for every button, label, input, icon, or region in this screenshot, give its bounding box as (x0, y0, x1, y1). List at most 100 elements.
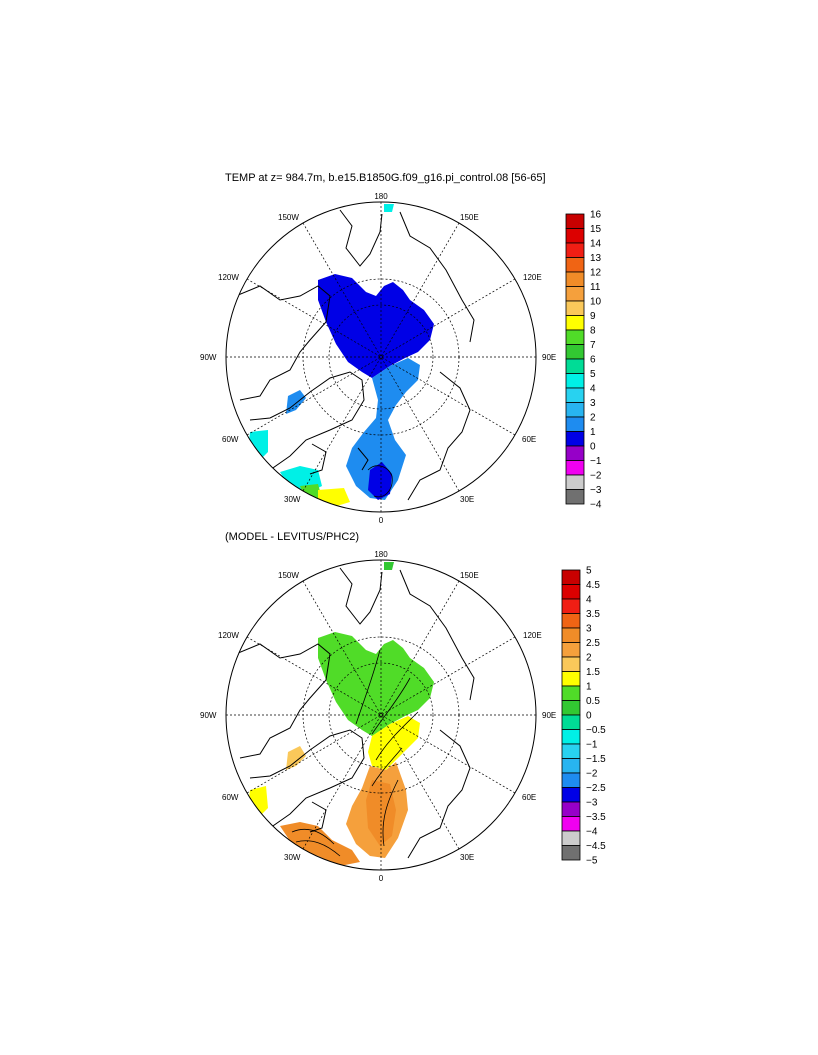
colorbar-swatch (565, 387, 585, 403)
colorbar-tick-label: 3 (590, 398, 596, 409)
colorbar-swatch (565, 373, 585, 389)
colorbar-tick-label: 1 (586, 682, 592, 693)
lon-label-90e: 90E (542, 353, 556, 362)
lon-label-120e: 120E (523, 273, 542, 282)
colorbar-tick-label: 5 (586, 566, 592, 577)
colorbar-tick-label: 7 (590, 340, 596, 351)
diff-field-baffin (286, 746, 306, 770)
lon-label-30e: 30E (460, 853, 474, 862)
colorbar-swatch (561, 816, 581, 832)
lon-label-30w: 30W (284, 853, 301, 862)
colorbar-tick-label: 2 (590, 413, 596, 424)
colorbar-swatch (561, 758, 581, 774)
colorbar-tick-label: 1 (590, 427, 596, 438)
bottom-contours (291, 649, 419, 857)
colorbar-swatch (561, 772, 581, 788)
colorbar-tick-label: 8 (590, 326, 596, 337)
colorbar-swatch (565, 329, 585, 345)
colorbar-tick-label: 6 (590, 355, 596, 366)
colorbar-swatch (565, 358, 585, 374)
colorbar-swatch (561, 584, 581, 600)
lon-label-120w: 120W (218, 273, 239, 282)
lon-label-30w: 30W (284, 495, 301, 504)
lon-label-0: 0 (379, 516, 384, 525)
colorbar-tick-label: −4 (590, 500, 602, 511)
colorbar-tick-label: 1.5 (586, 667, 600, 678)
colorbar-tick-label: 12 (590, 268, 602, 279)
temp-field-arctic-basin (318, 274, 434, 378)
colorbar-swatch (565, 489, 585, 505)
temp-field-baffin (286, 390, 306, 414)
top-graticule (226, 202, 536, 512)
colorbar-swatch (561, 642, 581, 658)
top-contours (367, 465, 393, 498)
colorbar-tick-label: 3 (586, 624, 592, 635)
colorbar-swatch (561, 729, 581, 745)
diff-field-green (318, 632, 434, 736)
colorbar-swatch (565, 402, 585, 418)
colorbar-tick-label: −5 (586, 856, 598, 867)
colorbar-tick-label: −3.5 (586, 812, 606, 823)
colorbar-swatch (561, 845, 581, 861)
colorbar-tick-label: 15 (590, 224, 602, 235)
colorbar-tick-label: 9 (590, 311, 596, 322)
colorbar-tick-label: 2 (586, 653, 592, 664)
colorbar-tick-label: 0.5 (586, 696, 600, 707)
colorbar-swatch (561, 685, 581, 701)
lon-label-180: 180 (374, 550, 388, 559)
lon-label-150e: 150E (460, 213, 479, 222)
colorbar-tick-label: 13 (590, 253, 602, 264)
colorbar-tick-label: −4 (586, 827, 598, 838)
colorbar-swatch (561, 743, 581, 759)
colorbar-swatch (565, 228, 585, 244)
colorbar-swatch (565, 460, 585, 476)
colorbar-swatch (565, 445, 585, 461)
colorbar-tick-label: −3 (586, 798, 598, 809)
bottom-graticule (226, 560, 536, 870)
lon-label-60e: 60E (522, 793, 536, 802)
top-coastlines (226, 209, 475, 501)
lon-label-60w: 60W (222, 435, 239, 444)
colorbar-tick-label: 4 (586, 595, 592, 606)
colorbar-swatch (561, 671, 581, 687)
colorbar-tick-label: 3.5 (586, 609, 600, 620)
colorbar-tick-label: 0 (590, 442, 596, 453)
colorbar-tick-label: −0.5 (586, 725, 606, 736)
bottom-map-border (225, 559, 537, 871)
colorbar-swatch (565, 344, 585, 360)
colorbar-tick-label: 4 (590, 384, 596, 395)
colorbar-swatch (565, 474, 585, 490)
colorbar-tick-label: 2.5 (586, 638, 600, 649)
bottom-polar-map: 180 0 90W 90E 150W 150E 120W 120E 60W 60… (200, 550, 556, 883)
colorbar-swatch (561, 627, 581, 643)
colorbar-tick-label: −3 (590, 485, 602, 496)
colorbar-tick-label: 14 (590, 239, 602, 250)
lon-label-180: 180 (374, 192, 388, 201)
colorbar-swatch (565, 271, 585, 287)
lon-label-0: 0 (379, 874, 384, 883)
temp-field-eurasian-basin (346, 358, 420, 500)
bottom-coastlines (226, 567, 475, 859)
bottom-colorbar: 5 4.5 4 3.5 3 2.5 2 1.5 1 0.5 0 −0.5 −1 −1.5 −2 −2.5 −3 −… (561, 566, 606, 867)
colorbar-swatch (561, 787, 581, 803)
colorbar-swatch (561, 656, 581, 672)
colorbar-tick-label: −1 (586, 740, 598, 751)
lon-label-120e: 120E (523, 631, 542, 640)
colorbar-tick-label: 0 (586, 711, 592, 722)
colorbar-swatch (565, 213, 585, 229)
colorbar-swatch (565, 257, 585, 273)
colorbar-swatch (561, 714, 581, 730)
lon-label-30e: 30E (460, 495, 474, 504)
colorbar-tick-label: −1.5 (586, 754, 606, 765)
top-map-border (225, 201, 537, 513)
colorbar-swatch (561, 700, 581, 716)
lon-label-90w: 90W (200, 711, 217, 720)
top-polar-map: 180 0 90W 90E 150W 150E 120W 120E 60W 60… (200, 192, 556, 525)
colorbar-swatch (561, 801, 581, 817)
lon-label-90e: 90E (542, 711, 556, 720)
colorbar-swatch (565, 431, 585, 447)
lon-label-150w: 150W (278, 213, 299, 222)
lon-label-60w: 60W (222, 793, 239, 802)
colorbar-tick-label: 5 (590, 369, 596, 380)
